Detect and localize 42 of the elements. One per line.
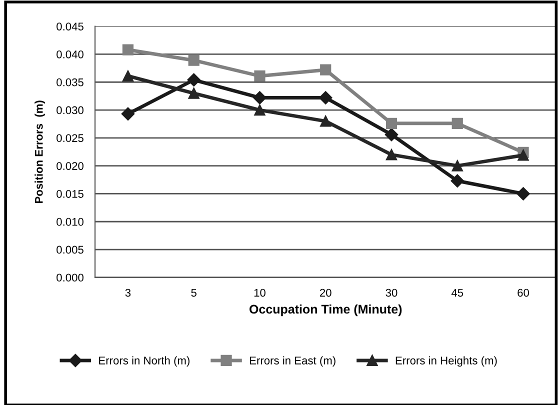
point [121, 107, 135, 121]
y-tick-label: 0.025 [56, 134, 84, 142]
point [319, 91, 332, 104]
y-tick-label: 0.000 [56, 274, 84, 282]
y-tick-label: 0.045 [56, 22, 84, 30]
y-tick-label: 0.005 [56, 246, 84, 254]
point [122, 44, 134, 56]
x-tick-label: 3 [125, 288, 131, 297]
y-tick-label: 0.040 [56, 50, 84, 58]
point [518, 150, 529, 161]
point [254, 104, 266, 116]
point [253, 91, 266, 104]
x-tick-label: 45 [451, 288, 464, 297]
point [386, 118, 398, 129]
point [254, 70, 266, 82]
point [450, 174, 464, 188]
x-tick-label: 60 [518, 288, 530, 297]
point [452, 160, 463, 172]
y-tick-label: 0.035 [56, 78, 84, 86]
legend-label: Errors in East (m) [250, 356, 336, 367]
point [516, 187, 530, 200]
point [452, 118, 463, 129]
y-tick-label: 0.020 [56, 162, 84, 170]
point [188, 54, 200, 66]
y-axis-title: Position Errors (m) [34, 100, 46, 203]
x-axis-title: Occupation Time (Minute) [250, 304, 402, 316]
y-tick-label: 0.010 [56, 218, 84, 226]
x-tick-label: 5 [191, 288, 196, 297]
point [122, 70, 134, 82]
legend-label: Errors in Heights (m) [396, 356, 497, 367]
x-tick-label: 10 [254, 288, 266, 297]
x-tick-label: 30 [386, 288, 398, 297]
point [320, 64, 332, 76]
legend-label: Errors in North (m) [99, 356, 190, 367]
point [187, 73, 200, 86]
point [386, 149, 398, 160]
point [384, 128, 398, 142]
y-tick-label: 0.015 [56, 190, 84, 198]
y-tick-label: 0.030 [56, 106, 84, 114]
x-tick-label: 20 [320, 288, 332, 297]
point [320, 116, 332, 127]
point [188, 88, 200, 99]
